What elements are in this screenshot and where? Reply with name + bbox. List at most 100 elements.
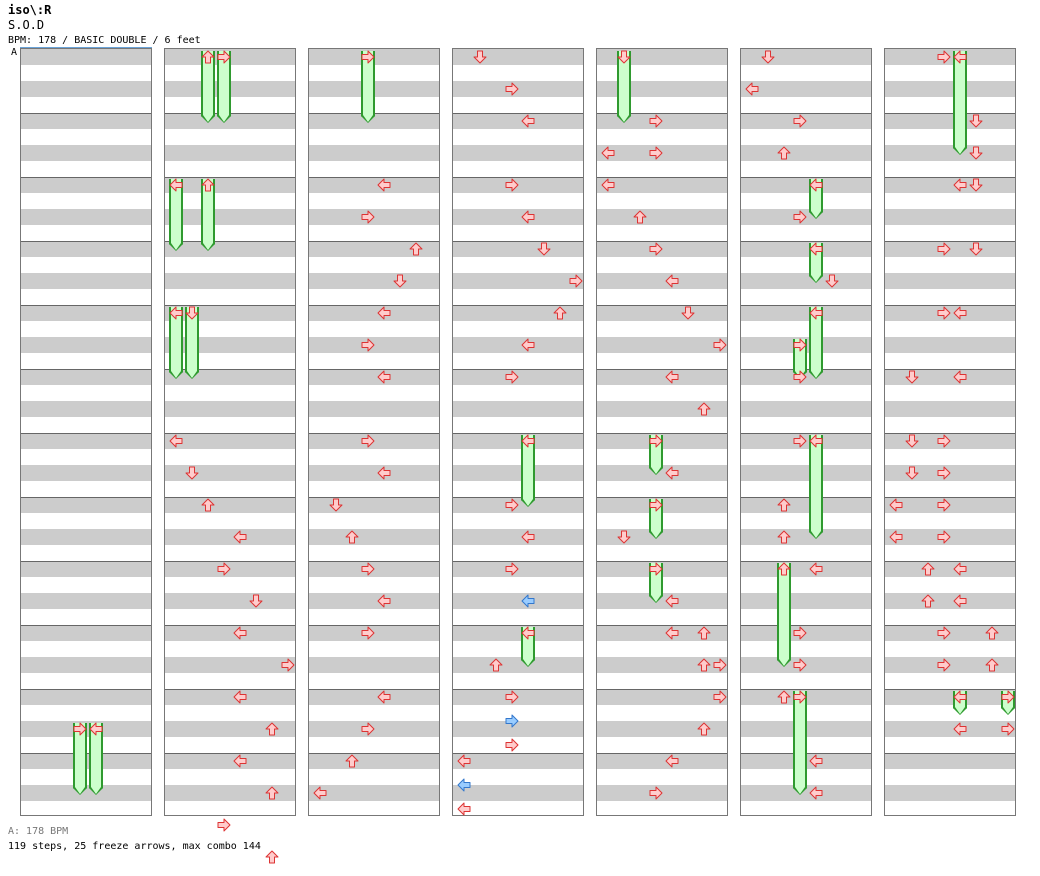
step-arrow-right-icon: [505, 738, 519, 752]
measure-line: [21, 113, 151, 114]
step-arrow-down-icon: [185, 466, 199, 480]
chart-info: BPM: 178 / BASIC DOUBLE / 6 feet: [8, 35, 201, 46]
freeze-arrow-body: [217, 51, 231, 123]
measure-line: [741, 625, 871, 626]
step-arrow-up-icon: [697, 402, 711, 416]
freeze-arrow-fill: [779, 563, 789, 666]
measure-line: [453, 497, 583, 498]
measure-line: [741, 305, 871, 306]
step-arrow-down-icon: [681, 306, 695, 320]
step-arrow-down-icon: [249, 594, 263, 608]
step-arrow-left-icon: [521, 434, 535, 448]
step-arrow-left-icon: [953, 50, 967, 64]
step-arrow-up-icon: [201, 498, 215, 512]
step-arrow-right-icon: [217, 562, 231, 576]
step-arrow-left-icon: [377, 594, 391, 608]
freeze-arrow-body: [201, 179, 215, 251]
measure-line: [453, 113, 583, 114]
measure-line: [741, 689, 871, 690]
step-arrow-right-icon: [505, 370, 519, 384]
freeze-arrow-body: [953, 51, 967, 155]
measure-line: [21, 625, 151, 626]
step-arrow-left-icon: [521, 114, 535, 128]
measure-line: [453, 369, 583, 370]
measure-line: [597, 753, 727, 754]
bpm-summary: A: 178 BPM: [8, 826, 69, 837]
measure-line: [165, 753, 295, 754]
freeze-arrow-fill: [811, 435, 821, 538]
step-arrow-right-icon: [505, 498, 519, 512]
measure-line: [597, 689, 727, 690]
measure-line: [597, 561, 727, 562]
measure-line: [165, 305, 295, 306]
freeze-arrow-body: [809, 243, 823, 283]
measure-line: [885, 561, 1015, 562]
freeze-arrow-fill: [523, 627, 533, 666]
step-arrow-right-icon: [793, 658, 807, 672]
measure-line: [597, 625, 727, 626]
measure-line: [597, 241, 727, 242]
measure-line: [741, 241, 871, 242]
step-arrow-right-icon: [569, 274, 583, 288]
step-arrow-right-icon: [505, 690, 519, 704]
step-arrow-left-icon: [953, 370, 967, 384]
step-arrow-down-icon: [473, 50, 487, 64]
freeze-arrow-body: [521, 627, 535, 667]
step-arrow-up-icon: [553, 306, 567, 320]
measure-line: [309, 305, 439, 306]
measure-line: [885, 689, 1015, 690]
step-arrow-up-icon: [633, 210, 647, 224]
step-arrow-right-icon: [937, 658, 951, 672]
step-arrow-left-icon: [233, 690, 247, 704]
step-arrow-right-icon: [361, 338, 375, 352]
freeze-arrow-body: [169, 307, 183, 379]
step-arrow-down-icon: [617, 50, 631, 64]
step-arrow-right-icon: [649, 146, 663, 160]
step-arrow-up-icon: [777, 146, 791, 160]
step-arrow-left-icon: [665, 594, 679, 608]
step-arrow-left-icon: [809, 434, 823, 448]
measure-line: [165, 625, 295, 626]
freeze-arrow-fill: [187, 307, 197, 378]
step-arrow-left-icon: [601, 146, 615, 160]
measure-line: [453, 753, 583, 754]
step-arrow-left-icon: [665, 274, 679, 288]
step-arrow-left-icon: [377, 178, 391, 192]
chart-column: [308, 48, 440, 816]
measure-line: [165, 369, 295, 370]
measure-line: [885, 497, 1015, 498]
step-arrow-right-icon: [793, 370, 807, 384]
measure-line: [165, 689, 295, 690]
step-arrow-up-icon: [489, 658, 503, 672]
measure-line: [885, 369, 1015, 370]
section-marker: [20, 47, 152, 48]
step-arrow-right-icon: [361, 722, 375, 736]
freeze-arrow-body: [521, 435, 535, 507]
measure-line: [453, 561, 583, 562]
step-arrow-right-icon: [713, 690, 727, 704]
step-arrow-up-icon: [777, 530, 791, 544]
measure-line: [885, 433, 1015, 434]
freeze-arrow-fill: [795, 691, 805, 794]
freeze-arrow-fill: [619, 51, 629, 122]
measure-line: [597, 433, 727, 434]
measure-line: [21, 241, 151, 242]
step-arrow-right-icon: [937, 434, 951, 448]
step-arrow-left-icon: [601, 178, 615, 192]
step-arrow-down-icon: [969, 242, 983, 256]
step-arrow-left-icon: [745, 82, 759, 96]
chart-column: [596, 48, 728, 816]
measure-line: [453, 625, 583, 626]
measure-line: [885, 753, 1015, 754]
step-arrow-left-icon: [169, 306, 183, 320]
step-arrow-left-icon: [521, 338, 535, 352]
step-arrow-right-icon: [505, 82, 519, 96]
freeze-arrow-fill: [171, 179, 181, 250]
measure-line: [165, 433, 295, 434]
measure-line: [309, 369, 439, 370]
step-arrow-up-icon: [777, 562, 791, 576]
step-arrow-left-icon: [809, 786, 823, 800]
chart-column: [452, 48, 584, 816]
step-arrow-up-icon: [265, 786, 279, 800]
step-arrow-left-icon: [457, 802, 471, 816]
